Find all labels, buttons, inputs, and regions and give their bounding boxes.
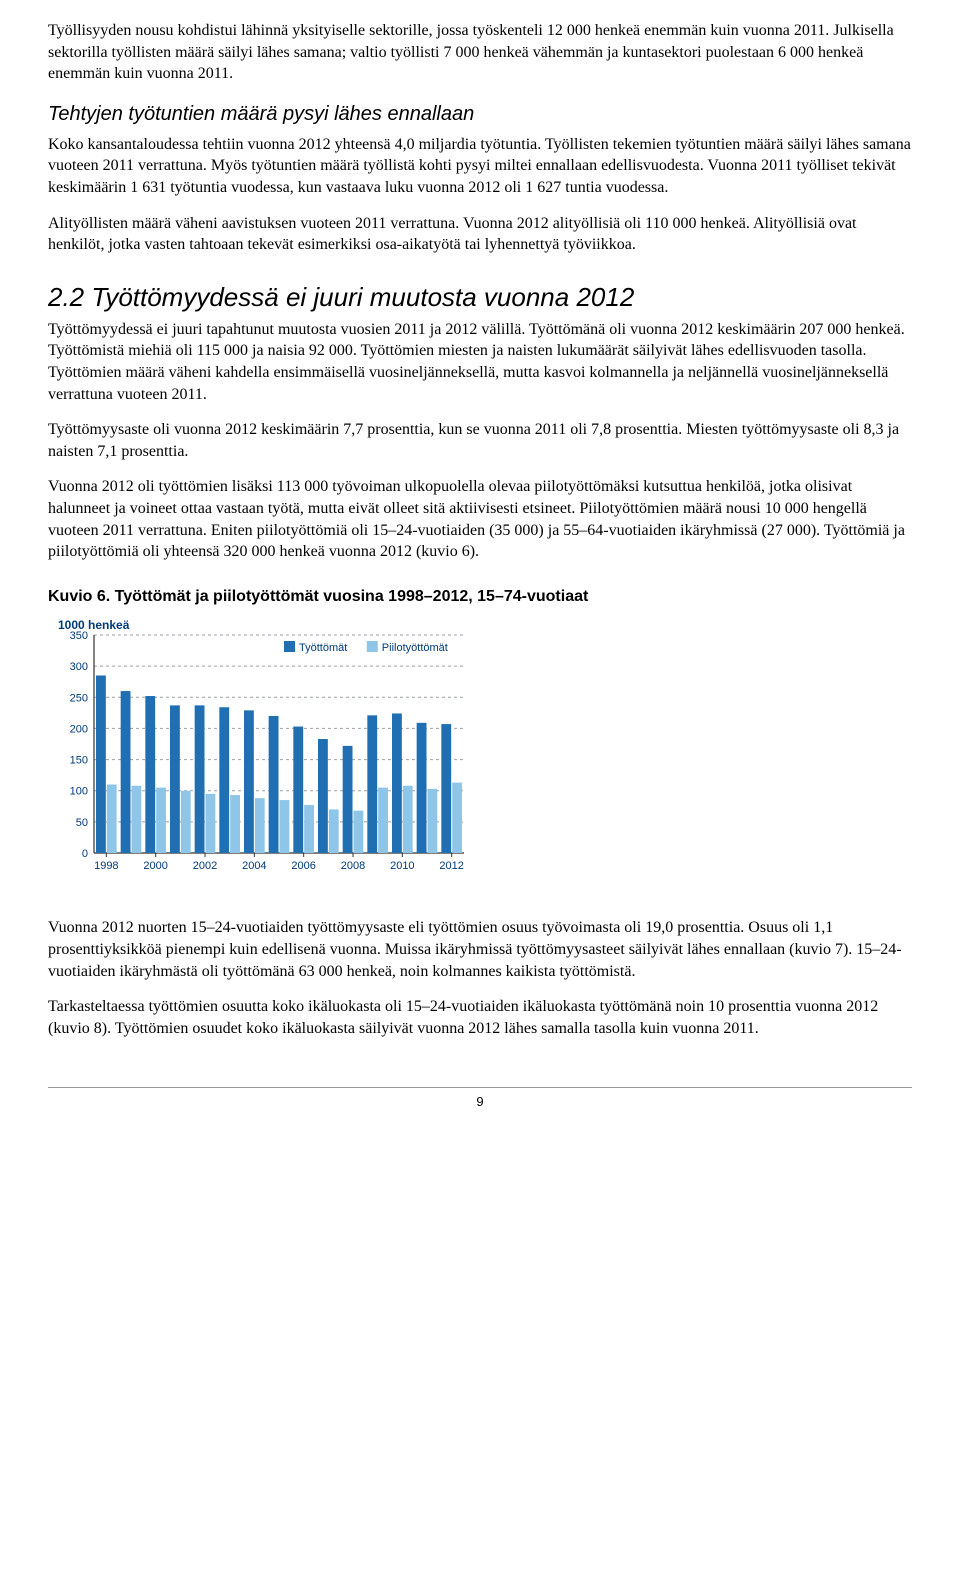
svg-text:Piilotyöttömät: Piilotyöttömät <box>382 642 448 654</box>
chart-6-title: Kuvio 6. Työttömät ja piilotyöttömät vuo… <box>48 587 912 608</box>
paragraph-7: Vuonna 2012 nuorten 15–24-vuotiaiden työ… <box>48 917 912 982</box>
paragraph-8: Tarkasteltaessa työttömien osuutta koko … <box>48 996 912 1039</box>
svg-text:Työttömät: Työttömät <box>299 642 347 654</box>
subheading-tehtyjen: Tehtyjen työtuntien määrä pysyi lähes en… <box>48 103 912 126</box>
paragraph-2: Koko kansantaloudessa tehtiin vuonna 201… <box>48 134 912 199</box>
paragraph-4: Työttömyydessä ei juuri tapahtunut muuto… <box>48 319 912 405</box>
svg-text:2012: 2012 <box>439 860 463 872</box>
svg-text:2008: 2008 <box>341 860 365 872</box>
svg-text:350: 350 <box>70 630 88 642</box>
svg-text:2000: 2000 <box>143 860 167 872</box>
paragraph-1: Työllisyyden nousu kohdistui lähinnä yks… <box>48 20 912 85</box>
svg-text:1998: 1998 <box>94 860 118 872</box>
svg-text:150: 150 <box>70 755 88 767</box>
svg-text:2002: 2002 <box>193 860 217 872</box>
page: Työllisyyden nousu kohdistui lähinnä yks… <box>0 0 960 1149</box>
svg-text:250: 250 <box>70 693 88 705</box>
paragraph-5: Työttömyysaste oli vuonna 2012 keskimäär… <box>48 419 912 462</box>
svg-text:0: 0 <box>82 848 88 860</box>
svg-text:100: 100 <box>70 786 88 798</box>
section-2-2-heading: 2.2 Työttömyydessä ei juuri muutosta vuo… <box>48 282 912 313</box>
paragraph-3: Alityöllisten määrä väheni aavistuksen v… <box>48 213 912 256</box>
svg-text:200: 200 <box>70 724 88 736</box>
svg-text:300: 300 <box>70 662 88 674</box>
page-number: 9 <box>48 1087 912 1109</box>
svg-text:2010: 2010 <box>390 860 414 872</box>
paragraph-6: Vuonna 2012 oli työttömien lisäksi 113 0… <box>48 476 912 562</box>
svg-text:2006: 2006 <box>291 860 315 872</box>
chart-6-svg: 1000 henkeä05010015020025030035019982000… <box>48 617 478 887</box>
svg-text:2004: 2004 <box>242 860 266 872</box>
chart-6: 1000 henkeä05010015020025030035019982000… <box>48 617 912 887</box>
svg-text:50: 50 <box>76 817 88 829</box>
